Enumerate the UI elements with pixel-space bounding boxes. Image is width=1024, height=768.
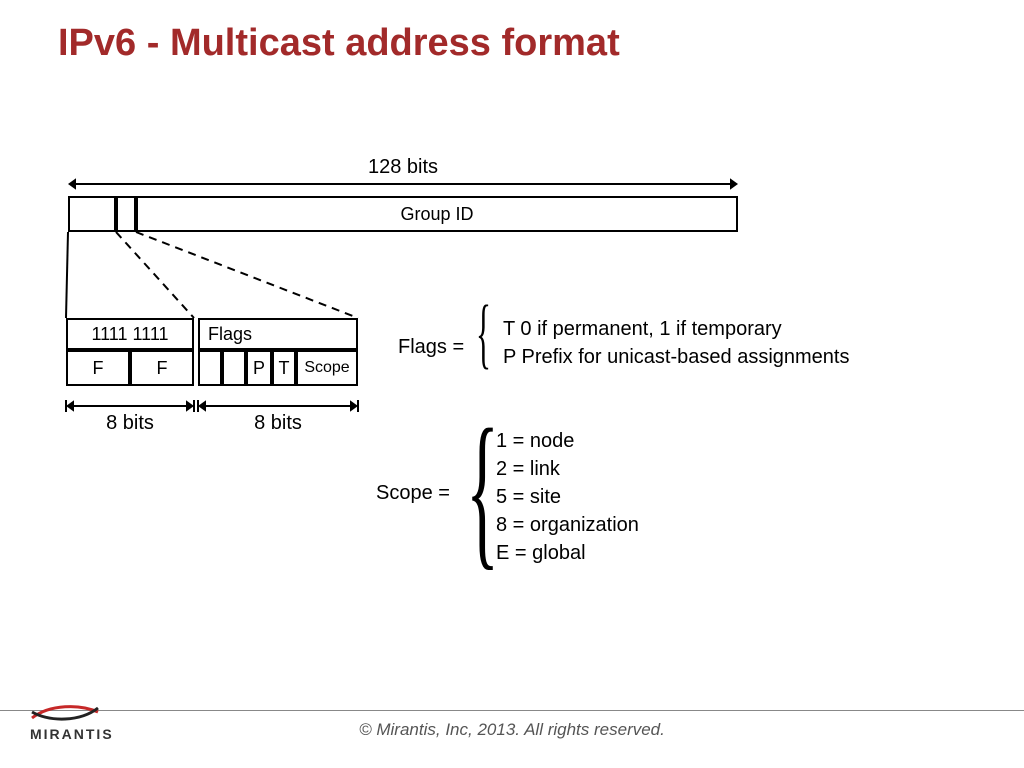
field-cell: F [66,350,130,386]
dimension-label: 8 bits [248,412,308,435]
field-cell: P [246,350,272,386]
field-cell: Group ID [136,196,738,232]
definition-label: Scope = [376,482,450,505]
field-cell [198,350,222,386]
definition-line: E = global [496,542,586,565]
definition-line: 2 = link [496,458,560,481]
definition-label: Flags = [398,336,464,359]
diagram-html-layer: 128 bitsGroup ID1111 1111FlagsFFPTScope8… [28,150,998,650]
copyright-text: © Mirantis, Inc, 2013. All rights reserv… [0,720,1024,740]
slide-title: IPv6 - Multicast address format [58,22,620,65]
brace-icon: { [476,288,491,378]
definition-line: T 0 if permanent, 1 if temporary [503,318,782,341]
dimension-label: 8 bits [100,412,160,435]
field-cell: T [272,350,296,386]
field-cell [116,196,136,232]
field-cell: 1111 1111 [66,318,194,350]
field-cell: F [130,350,194,386]
field-cell: Scope [296,350,358,386]
diagram-area: 128 bitsGroup ID1111 1111FlagsFFPTScope8… [28,150,998,650]
footer: MIRANTIS © Mirantis, Inc, 2013. All righ… [0,710,1024,750]
definition-line: 8 = organization [496,514,639,537]
dimension-label: 128 bits [363,156,443,179]
definition-line: 1 = node [496,430,574,453]
field-cell [222,350,246,386]
field-cell [68,196,116,232]
brace-icon: { [466,392,499,589]
definition-line: P Prefix for unicast-based assignments [503,346,849,369]
field-cell: Flags [198,318,358,350]
definition-line: 5 = site [496,486,561,509]
